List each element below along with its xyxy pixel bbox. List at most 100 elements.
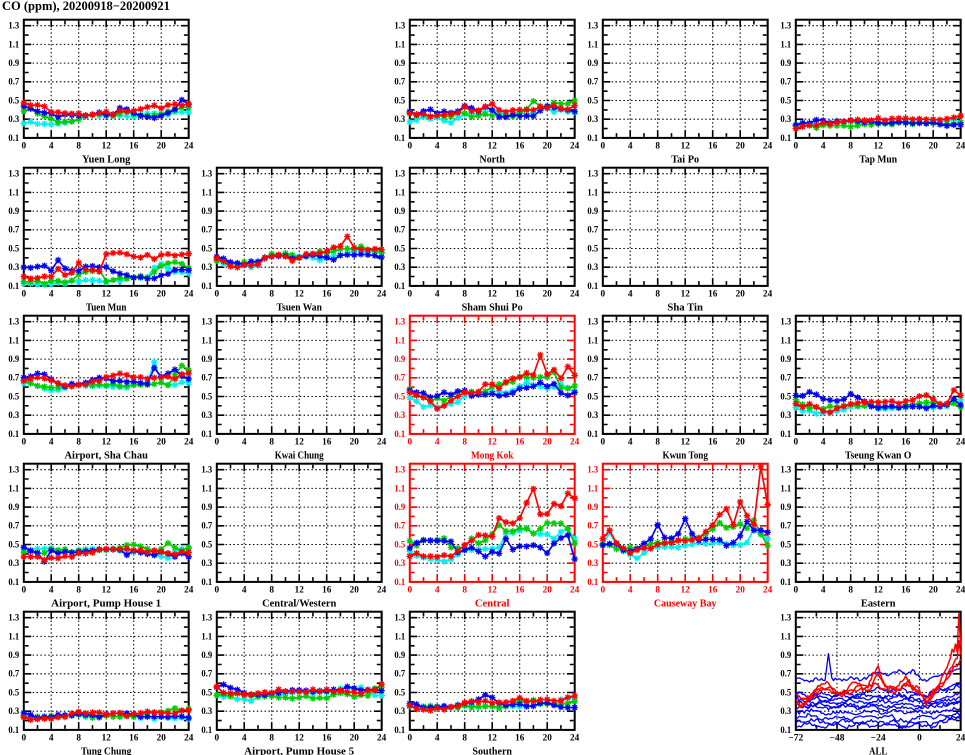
svg-text:0.1: 0.1 bbox=[201, 430, 212, 440]
svg-text:Tuen Mun: Tuen Mun bbox=[86, 303, 127, 314]
svg-text:0.5: 0.5 bbox=[587, 96, 598, 106]
svg-text:16: 16 bbox=[515, 586, 525, 596]
svg-text:4: 4 bbox=[821, 438, 826, 448]
svg-text:0: 0 bbox=[793, 438, 798, 448]
svg-text:0.7: 0.7 bbox=[201, 226, 212, 236]
svg-text:0: 0 bbox=[407, 438, 412, 448]
svg-text:4: 4 bbox=[435, 438, 440, 448]
svg-text:Tap Mun: Tap Mun bbox=[859, 155, 897, 166]
svg-text:0.9: 0.9 bbox=[8, 355, 19, 365]
svg-text:0.3: 0.3 bbox=[394, 559, 405, 569]
svg-text:0.9: 0.9 bbox=[780, 59, 791, 69]
svg-text:0.1: 0.1 bbox=[780, 134, 791, 144]
svg-text:Kwai Chung: Kwai Chung bbox=[275, 451, 325, 462]
svg-text:8: 8 bbox=[462, 438, 467, 448]
svg-text:Sha Tin: Sha Tin bbox=[667, 303, 703, 314]
svg-text:0.5: 0.5 bbox=[780, 688, 791, 698]
svg-text:20: 20 bbox=[929, 438, 939, 448]
svg-text:1.3: 1.3 bbox=[780, 466, 791, 476]
svg-text:0.7: 0.7 bbox=[394, 670, 405, 680]
svg-text:0.7: 0.7 bbox=[8, 374, 19, 384]
svg-text:Airport, Pump House 1: Airport, Pump House 1 bbox=[51, 599, 161, 610]
svg-text:4: 4 bbox=[242, 438, 247, 448]
svg-text:0: 0 bbox=[600, 290, 605, 300]
svg-text:1.3: 1.3 bbox=[780, 22, 791, 32]
svg-text:12: 12 bbox=[681, 438, 691, 448]
svg-text:0.9: 0.9 bbox=[780, 355, 791, 365]
svg-text:4: 4 bbox=[242, 734, 247, 744]
svg-text:ALL: ALL bbox=[869, 747, 887, 755]
svg-text:4: 4 bbox=[628, 586, 633, 596]
svg-text:0.9: 0.9 bbox=[394, 651, 405, 661]
svg-text:1.3: 1.3 bbox=[201, 318, 212, 328]
svg-text:20: 20 bbox=[543, 290, 553, 300]
svg-text:24: 24 bbox=[956, 734, 965, 744]
svg-text:12: 12 bbox=[295, 586, 305, 596]
svg-text:4: 4 bbox=[49, 438, 54, 448]
svg-text:1.1: 1.1 bbox=[394, 40, 405, 50]
svg-text:0.7: 0.7 bbox=[394, 226, 405, 236]
svg-text:8: 8 bbox=[655, 290, 660, 300]
svg-text:0.1: 0.1 bbox=[780, 726, 791, 736]
svg-text:4: 4 bbox=[628, 290, 633, 300]
svg-text:24: 24 bbox=[570, 142, 580, 152]
svg-text:0.1: 0.1 bbox=[201, 578, 212, 588]
svg-text:0.9: 0.9 bbox=[394, 503, 405, 513]
svg-text:0.3: 0.3 bbox=[587, 115, 598, 125]
svg-text:0.5: 0.5 bbox=[8, 244, 19, 254]
svg-text:1.3: 1.3 bbox=[394, 466, 405, 476]
svg-text:1.3: 1.3 bbox=[587, 170, 598, 180]
svg-text:0.9: 0.9 bbox=[8, 207, 19, 217]
svg-text:4: 4 bbox=[821, 586, 826, 596]
svg-text:1.1: 1.1 bbox=[587, 40, 598, 50]
svg-text:12: 12 bbox=[102, 734, 112, 744]
svg-text:1.1: 1.1 bbox=[780, 40, 791, 50]
svg-text:16: 16 bbox=[901, 586, 911, 596]
svg-text:0.5: 0.5 bbox=[201, 688, 212, 698]
svg-text:8: 8 bbox=[269, 734, 274, 744]
svg-text:0.1: 0.1 bbox=[780, 578, 791, 588]
svg-text:16: 16 bbox=[708, 290, 718, 300]
svg-text:0.9: 0.9 bbox=[780, 503, 791, 513]
svg-text:12: 12 bbox=[681, 142, 691, 152]
svg-text:0.9: 0.9 bbox=[8, 59, 19, 69]
svg-text:16: 16 bbox=[322, 290, 332, 300]
svg-text:0: 0 bbox=[600, 438, 605, 448]
svg-text:16: 16 bbox=[322, 438, 332, 448]
svg-text:0.3: 0.3 bbox=[201, 707, 212, 717]
svg-text:0.3: 0.3 bbox=[394, 115, 405, 125]
svg-text:4: 4 bbox=[49, 290, 54, 300]
svg-text:8: 8 bbox=[848, 586, 853, 596]
svg-text:20: 20 bbox=[157, 586, 167, 596]
svg-text:24: 24 bbox=[377, 586, 387, 596]
svg-text:16: 16 bbox=[901, 438, 911, 448]
svg-text:4: 4 bbox=[242, 290, 247, 300]
svg-text:0.3: 0.3 bbox=[587, 559, 598, 569]
svg-text:16: 16 bbox=[129, 142, 139, 152]
svg-text:0.5: 0.5 bbox=[394, 244, 405, 254]
svg-text:Tung Chung: Tung Chung bbox=[81, 747, 132, 755]
svg-text:20: 20 bbox=[736, 142, 746, 152]
svg-text:12: 12 bbox=[295, 290, 305, 300]
svg-text:North: North bbox=[480, 155, 505, 166]
svg-text:Tseung Kwan O: Tseung Kwan O bbox=[845, 451, 912, 462]
svg-text:12: 12 bbox=[102, 290, 112, 300]
svg-text:20: 20 bbox=[350, 290, 360, 300]
svg-text:0.1: 0.1 bbox=[8, 134, 19, 144]
svg-text:−24: −24 bbox=[871, 734, 886, 744]
svg-text:1.1: 1.1 bbox=[394, 632, 405, 642]
svg-text:1.3: 1.3 bbox=[201, 466, 212, 476]
svg-text:16: 16 bbox=[129, 734, 139, 744]
svg-text:1.1: 1.1 bbox=[587, 188, 598, 198]
svg-text:0.3: 0.3 bbox=[394, 411, 405, 421]
svg-text:0.7: 0.7 bbox=[780, 670, 791, 680]
svg-text:Central/Western: Central/Western bbox=[262, 599, 336, 610]
svg-text:16: 16 bbox=[322, 734, 332, 744]
svg-text:8: 8 bbox=[76, 438, 81, 448]
svg-text:Mong Kok: Mong Kok bbox=[471, 451, 514, 462]
svg-text:12: 12 bbox=[295, 734, 305, 744]
svg-text:16: 16 bbox=[129, 290, 139, 300]
svg-text:12: 12 bbox=[874, 142, 884, 152]
svg-text:0.9: 0.9 bbox=[587, 207, 598, 217]
svg-text:1.1: 1.1 bbox=[394, 188, 405, 198]
